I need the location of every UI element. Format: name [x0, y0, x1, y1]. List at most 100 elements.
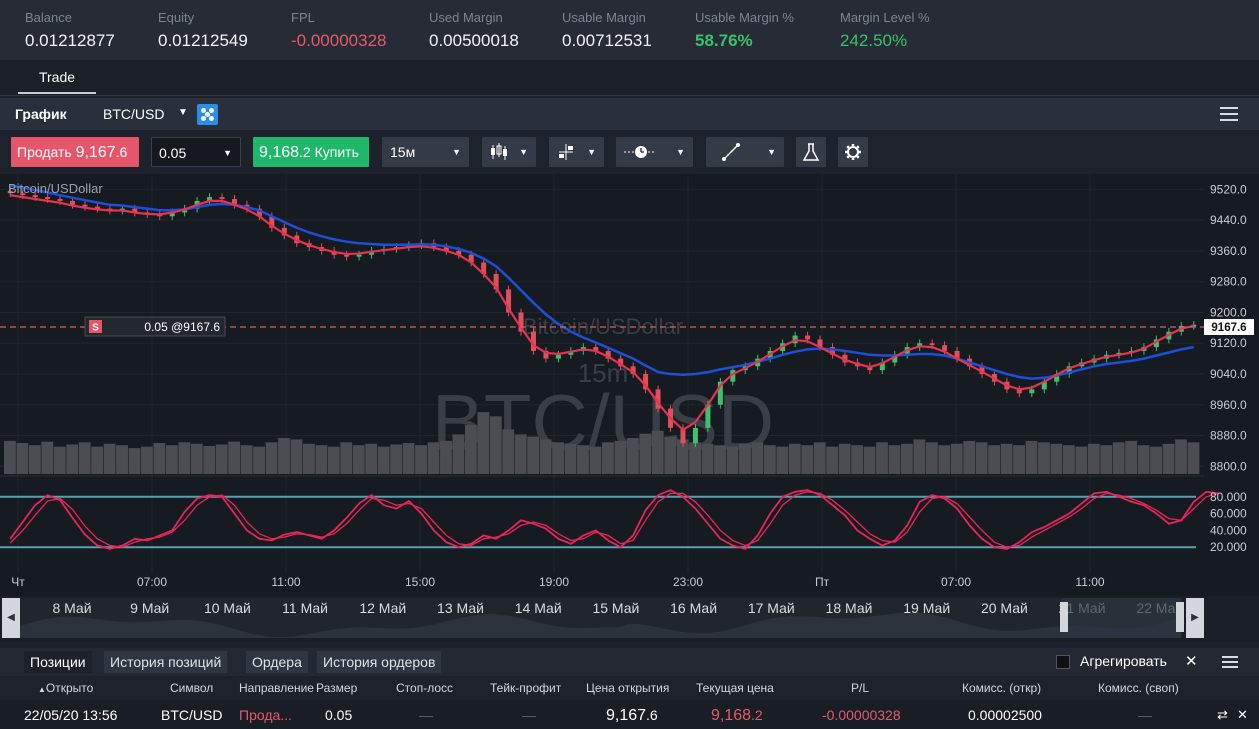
gear-icon: [845, 144, 861, 160]
time-tick-label: 11:00: [1075, 575, 1104, 589]
volume-bar: [925, 442, 938, 474]
table-row[interactable]: 22/05/20 13:56 BTC/USD Прода... 0.05 — —…: [0, 700, 1259, 729]
chevron-down-icon[interactable]: ▼: [223, 148, 232, 158]
scroll-left-button[interactable]: ◀: [2, 598, 20, 638]
volume-bar: [141, 446, 153, 474]
volume-bar: [689, 442, 702, 474]
symbol-select[interactable]: BTC/USD: [103, 106, 165, 122]
column-header[interactable]: P/L: [851, 681, 870, 695]
column-header[interactable]: Тейк-профит: [490, 681, 562, 695]
column-header[interactable]: Текущая цена: [696, 681, 774, 695]
link-icon[interactable]: [197, 104, 218, 125]
positions-table-header: ▲Открыто Символ Направление Размер Стоп-…: [0, 677, 1259, 700]
column-header[interactable]: Стоп-лосс: [396, 681, 454, 695]
volume-bar: [340, 442, 353, 474]
aggregate-checkbox[interactable]: [1056, 655, 1070, 669]
volume-bar: [502, 429, 515, 474]
menu-icon[interactable]: [1220, 107, 1238, 121]
menu-icon[interactable]: [1222, 656, 1238, 668]
stat-value: 0.01212877: [25, 31, 115, 50]
column-header[interactable]: Размер: [316, 681, 358, 695]
volume-bar: [589, 446, 602, 474]
stat-value: -0.00000328: [291, 31, 387, 50]
quantity-input[interactable]: 0.05 ▼: [151, 137, 241, 167]
sell-button[interactable]: Продать 9,167.6: [11, 137, 139, 167]
time-tools-button[interactable]: ▼: [616, 137, 693, 167]
stat-label: FPL: [291, 10, 315, 25]
tab-order-history[interactable]: История ордеров: [317, 651, 442, 673]
swap-icon[interactable]: ⇄: [1217, 707, 1228, 722]
volume-bar: [1013, 445, 1025, 474]
chart-canvas[interactable]: BTC/USD Bitcoin/USDollar 15m Bitcoin/USD…: [0, 174, 1259, 596]
price-tick-label: 9440.0: [1210, 213, 1247, 227]
navigator-date-label: 14 Май: [515, 600, 562, 616]
volume-bar: [215, 444, 228, 474]
buy-button[interactable]: 9,168.2 Купить: [253, 137, 369, 167]
aggregate-label: Агрегировать: [1080, 653, 1167, 669]
stat-value: 58.76%: [695, 31, 753, 50]
volume-bar: [639, 433, 652, 474]
candle: [917, 343, 923, 348]
chevron-down-icon: ▼: [587, 147, 596, 157]
price-chart[interactable]: BTC/USD Bitcoin/USDollar 15m Bitcoin/USD…: [0, 174, 1259, 596]
candle: [1066, 366, 1072, 374]
volume-bar: [826, 446, 839, 474]
oscillator-k-line: [9, 489, 1219, 550]
position-marker[interactable]: S 0.05 @9167.6: [84, 316, 226, 337]
candle: [954, 350, 960, 359]
candle: [655, 389, 661, 409]
column-header[interactable]: Направление: [239, 681, 314, 695]
price-tick-label: 9200.0: [1210, 305, 1247, 319]
column-header[interactable]: Комисс. (своп): [1098, 681, 1179, 695]
tab-position-history[interactable]: История позиций: [104, 651, 228, 673]
indicators-button[interactable]: ▼: [549, 137, 604, 167]
volume-bar: [564, 443, 577, 474]
draw-line-icon: [722, 143, 740, 161]
navigator-handle-left[interactable]: [1060, 602, 1068, 632]
navigator-handle-right[interactable]: [1176, 602, 1184, 632]
volume-bar: [975, 442, 988, 474]
navigator-date-label: 19 Май: [903, 600, 950, 616]
price-tick-label: 9360.0: [1210, 244, 1247, 258]
navigator-dates: 8 Май 9 Май 10 Май 11 Май 12 Май 13 Май 14 Май…: [52, 600, 1183, 616]
main-tabs: Trade: [0, 60, 1259, 96]
candle: [256, 208, 262, 217]
sell-price-main: 9,167: [75, 144, 116, 161]
candle: [680, 427, 686, 444]
candle: [369, 250, 375, 255]
tab-trade[interactable]: Trade: [18, 60, 96, 94]
close-position-icon[interactable]: ✕: [1237, 707, 1248, 722]
volume-bar: [365, 443, 378, 474]
volume-bar: [851, 445, 864, 474]
column-header[interactable]: Символ: [170, 681, 214, 695]
cell-stop-loss[interactable]: —: [419, 707, 433, 723]
sell-price-frac: .6: [115, 144, 128, 160]
timeline-navigator[interactable]: 8 Май 9 Май 10 Май 11 Май 12 Май 13 Май 14 Май…: [0, 596, 1259, 642]
volume-bar: [278, 438, 290, 474]
tab-positions[interactable]: Позиции: [24, 651, 92, 673]
timeframe-select[interactable]: 15м ▼: [382, 137, 469, 167]
chart-type-button[interactable]: ▼: [482, 137, 536, 167]
volume-bar: [950, 443, 963, 474]
studies-button[interactable]: [796, 137, 826, 167]
column-header-opened[interactable]: ▲Открыто: [38, 681, 93, 695]
volume-bar: [253, 446, 266, 474]
open-price-frac: .6: [646, 707, 658, 723]
drawing-tools-button[interactable]: ▼: [706, 137, 784, 167]
navigator-window[interactable]: [1061, 598, 1181, 638]
column-header[interactable]: Цена открытия: [586, 681, 670, 695]
candle: [493, 274, 499, 290]
tab-orders[interactable]: Ордера: [246, 651, 308, 673]
volume-bar: [913, 439, 926, 474]
volume-bar: [938, 445, 951, 474]
close-icon[interactable]: ✕: [1185, 653, 1198, 670]
navigator-date-label: 18 Май: [826, 600, 873, 616]
cell-take-profit[interactable]: —: [522, 707, 536, 723]
scroll-right-button[interactable]: ▶: [1186, 598, 1204, 638]
settings-button[interactable]: [838, 137, 868, 167]
chevron-down-icon[interactable]: ▼: [178, 107, 188, 118]
candle: [593, 347, 599, 351]
candle: [20, 193, 26, 196]
column-header[interactable]: Комисс. (откр): [962, 681, 1042, 695]
price-axis: 9520.0 9440.0 9360.0 9280.0 9200.0 9120.0 9040…: [1210, 182, 1247, 473]
